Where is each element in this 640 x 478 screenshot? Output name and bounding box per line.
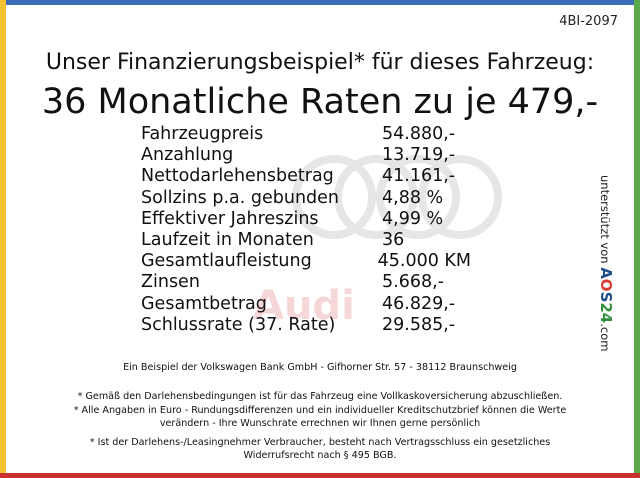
financing-table: Fahrzeugpreis 54.880,- Anzahlung 13.719,- …	[141, 124, 471, 336]
brand-s: S	[597, 291, 615, 303]
brand-suffix: .com	[598, 323, 612, 352]
aos24-logo: AOS24	[597, 267, 615, 323]
brand-a: A	[597, 267, 615, 279]
row-label: Gesamtlaufleistung	[141, 251, 312, 272]
row-value: 54.880,-	[382, 124, 456, 144]
bottom-color-bar	[0, 473, 640, 478]
row-label: Sollzins p.a. gebunden	[141, 187, 340, 208]
table-row: Gesamtbetrag 46.829,-	[141, 294, 471, 315]
bank-line: Ein Beispiel der Volkswagen Bank GmbH - …	[123, 362, 517, 373]
sponsor-prefix: unterstützt von	[598, 175, 612, 264]
row-label: Zinsen	[141, 272, 200, 293]
table-row: Fahrzeugpreis 54.880,-	[141, 124, 471, 145]
row-value: 41.161,-	[382, 166, 456, 187]
right-color-bar	[634, 0, 640, 478]
left-color-bar	[0, 0, 6, 478]
table-row: Schlussrate (37. Rate) 29.585,-	[141, 315, 471, 336]
table-row: Gesamtlaufleistung 45.000 KM	[141, 251, 471, 272]
ring-4	[418, 155, 502, 239]
table-row: Zinsen 5.668,-	[141, 272, 471, 293]
row-label: Gesamtbetrag	[141, 293, 267, 314]
ring-1	[292, 155, 376, 239]
row-value: 5.668,-	[382, 272, 444, 293]
row-label: Fahrzeugpreis	[141, 124, 264, 144]
ring-3	[376, 155, 460, 239]
monthly-rate-headline: 36 Monatliche Raten zu je 479,-	[41, 82, 599, 122]
audi-rings-watermark	[292, 155, 502, 239]
row-value: 45.000 KM	[377, 251, 471, 272]
row-value: 13.719,-	[382, 145, 456, 166]
table-row: Anzahlung 13.719,-	[141, 145, 471, 166]
row-value: 4,99 %	[382, 208, 444, 229]
row-label: Nettodarlehensbetrag	[141, 166, 334, 187]
brand-24: 24	[597, 302, 615, 324]
row-label: Effektiver Jahreszins	[141, 208, 319, 229]
footnote-insurance: * Gemäß den Darlehensbedingungen ist für…	[77, 391, 563, 402]
row-value: 4,88 %	[382, 187, 444, 208]
footnote-withdrawal-2: Widerrufsrecht nach § 495 BGB.	[243, 450, 397, 461]
audi-watermark-text: Audi	[253, 283, 355, 329]
footnote-amounts-1: * Alle Angaben in Euro - Rundungsdiffere…	[73, 405, 567, 416]
footnote-withdrawal-1: * Ist der Darlehens-/Leasingnehmer Verbr…	[89, 437, 551, 448]
row-label: Anzahlung	[141, 145, 234, 166]
ring-2	[334, 155, 418, 239]
table-row: Sollzins p.a. gebunden 4,88 %	[141, 188, 471, 209]
headline: Unser Finanzierungsbeispiel* für dieses …	[45, 50, 595, 75]
row-label: Laufzeit in Monaten	[141, 229, 314, 250]
sponsor-line: unterstützt von AOS24.com	[597, 175, 615, 351]
footnote-amounts-2: verändern - Ihre Wunschrate errechnen wi…	[159, 418, 481, 429]
row-value: 29.585,-	[382, 314, 456, 335]
brand-o: O	[597, 278, 615, 292]
row-value: 46.829,-	[382, 293, 456, 314]
table-row: Laufzeit in Monaten 36	[141, 230, 471, 251]
top-color-bar	[0, 0, 640, 5]
table-row: Nettodarlehensbetrag 41.161,-	[141, 166, 471, 187]
table-row: Effektiver Jahreszins 4,99 %	[141, 209, 471, 230]
reference-code: 4BI-2097	[559, 14, 618, 29]
row-label: Schlussrate (37. Rate)	[141, 314, 336, 335]
row-value: 36	[382, 229, 405, 250]
sponsor-vertical-text: unterstützt von AOS24.com	[597, 175, 630, 355]
